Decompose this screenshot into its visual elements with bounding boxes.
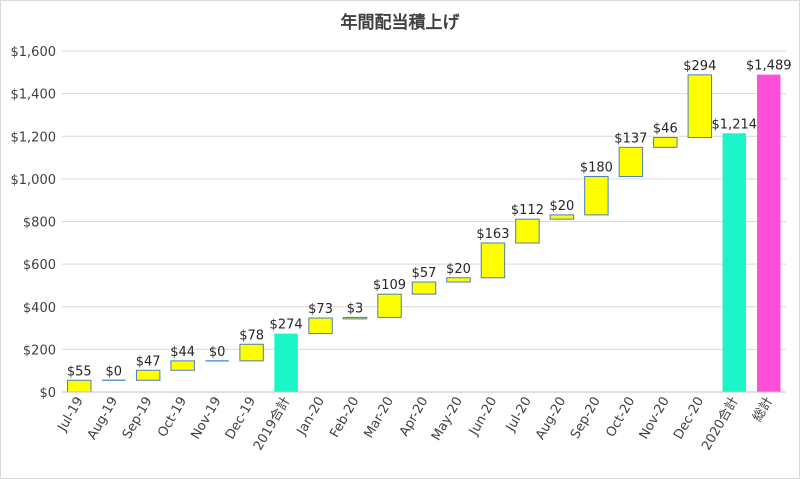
data-label: $274 [270, 318, 303, 333]
waterfall-bar [170, 360, 195, 371]
data-label: $78 [239, 328, 264, 343]
x-tick-label: Aug-20 [533, 395, 569, 443]
waterfall-bar [515, 218, 540, 244]
x-tick-label: Aug-19 [85, 395, 121, 443]
x-tick-label: 総計 [749, 394, 776, 425]
waterfall-bar [239, 343, 264, 362]
waterfall-bar [653, 137, 678, 148]
data-label: $55 [67, 364, 92, 379]
y-tick-label: $1,600 [11, 45, 57, 60]
waterfall-bar [342, 316, 368, 320]
x-tick-label: Dec-20 [671, 395, 707, 443]
total-bar [274, 333, 298, 392]
x-tick-label: Feb-20 [327, 395, 362, 441]
waterfall-bar [411, 281, 437, 295]
data-label: $180 [580, 161, 613, 176]
waterfall-bar [446, 277, 471, 283]
data-label: $3 [347, 301, 364, 316]
x-tick-label: Sep-20 [568, 395, 604, 442]
x-tick-label: Jan-20 [294, 395, 328, 439]
waterfall-bar [135, 369, 161, 381]
x-tick-label: Jul-19 [55, 395, 87, 435]
y-tick-label: $1,200 [11, 130, 57, 145]
waterfall-bar [377, 293, 402, 318]
y-tick-label: $200 [23, 343, 56, 358]
x-tick-label: Apr-20 [397, 395, 431, 440]
x-tick-label: Sep-19 [120, 395, 156, 442]
waterfall-bar [584, 176, 609, 216]
y-tick-label: $1,400 [11, 88, 57, 103]
x-tick-label: Mar-20 [362, 395, 397, 441]
data-label: $47 [136, 354, 161, 369]
data-label: $1,489 [746, 59, 792, 74]
data-label: $73 [308, 302, 333, 317]
data-label: $0 [105, 364, 122, 379]
data-label: $294 [683, 59, 716, 74]
waterfall-bar [618, 146, 644, 178]
data-label: $44 [170, 345, 195, 360]
chart-title: 年間配当積上げ [340, 13, 460, 33]
x-tick-label: Dec-19 [223, 395, 259, 443]
y-tick-label: $0 [39, 386, 56, 401]
data-label: $0 [209, 345, 226, 360]
waterfall-bar [549, 214, 575, 220]
x-tick-label: Oct-19 [155, 395, 190, 440]
x-tick-label: Jun-20 [466, 395, 500, 439]
y-tick-label: $400 [23, 301, 56, 316]
data-label: $109 [373, 278, 406, 293]
y-tick-label: $1,000 [11, 173, 57, 188]
data-label: $163 [476, 227, 509, 242]
x-tick-label: Nov-20 [637, 395, 673, 443]
waterfall-bar [67, 379, 92, 393]
x-tick-label: Jul-20 [503, 395, 535, 435]
y-tick-label: $600 [23, 258, 56, 273]
waterfall-bar [480, 242, 506, 279]
data-label: $20 [549, 199, 574, 214]
data-label: $46 [653, 122, 678, 137]
waterfall-bar [687, 74, 713, 139]
data-label: $57 [412, 266, 437, 281]
waterfall-bar [308, 317, 333, 335]
x-tick-label: May-20 [429, 395, 466, 444]
data-label: $112 [511, 203, 544, 218]
data-label: $1,214 [712, 117, 758, 132]
total-bar [757, 74, 781, 393]
x-tick-label: Nov-19 [188, 395, 224, 443]
y-tick-label: $800 [23, 216, 56, 231]
total-bar [722, 133, 747, 393]
data-label: $137 [614, 131, 647, 146]
data-label: $20 [446, 262, 471, 277]
x-tick-label: Oct-20 [603, 395, 638, 440]
